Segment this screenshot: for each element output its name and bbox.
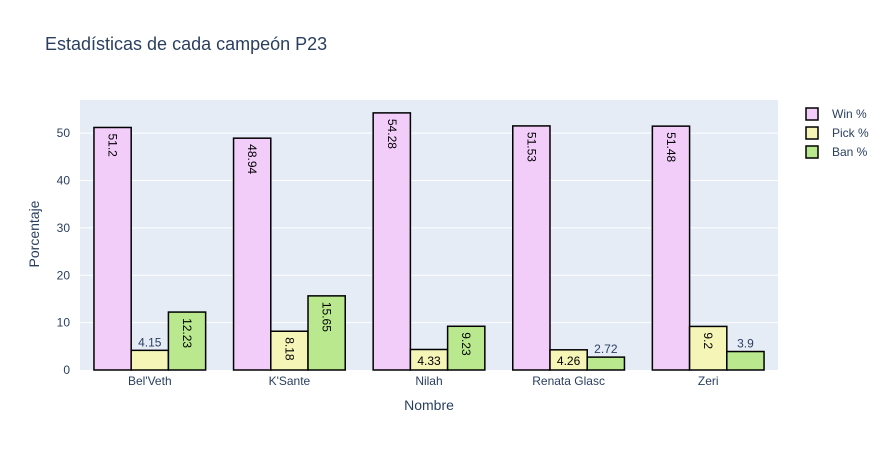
legend-swatch — [805, 145, 819, 159]
y-axis-title: Porcentaje — [26, 200, 42, 267]
bar[interactable] — [651, 125, 691, 371]
bar[interactable] — [93, 126, 132, 371]
legend[interactable]: Win % Pick % Ban % — [805, 107, 869, 159]
bar[interactable] — [307, 295, 346, 371]
x-tick-label: K'Sante — [269, 374, 311, 388]
legend-label: Ban % — [832, 145, 868, 159]
y-axis-ticks: 0 10 20 30 40 50 — [57, 126, 71, 377]
bar-data-label: 51.53 — [524, 132, 538, 162]
x-tick-label: Renata Glasc — [532, 374, 605, 388]
y-tick-label: 0 — [63, 363, 70, 377]
bar-data-label: 8.18 — [282, 337, 296, 361]
bar-data-label: 4.26 — [557, 354, 581, 368]
bar[interactable] — [446, 325, 486, 371]
bar-data-label: 4.33 — [417, 354, 441, 368]
legend-label: Pick % — [832, 126, 869, 140]
y-tick-label: 40 — [57, 174, 71, 188]
bar-data-label: 9.23 — [459, 332, 473, 356]
bar[interactable] — [586, 356, 626, 371]
bar-data-label: 3.9 — [737, 337, 754, 351]
bar[interactable] — [726, 350, 765, 371]
legend-swatch — [805, 107, 819, 121]
y-tick-label: 30 — [57, 221, 71, 235]
bar[interactable] — [232, 137, 272, 371]
x-axis-title: Nombre — [404, 397, 454, 413]
legend-item[interactable]: Win % — [805, 107, 867, 121]
bar[interactable] — [512, 125, 551, 371]
bar-data-label: 9.2 — [701, 332, 715, 349]
bar-data-label: 51.48 — [664, 132, 678, 162]
bar-data-label: 12.23 — [180, 318, 194, 348]
x-axis-ticks: Bel'Veth K'Sante Nilah Renata Glasc Zeri — [128, 374, 719, 388]
bar[interactable] — [270, 330, 309, 371]
bar[interactable] — [167, 311, 207, 371]
bar-data-label: 48.94 — [245, 144, 259, 174]
bar-data-label: 51.2 — [106, 133, 120, 157]
bar-data-label: 4.15 — [138, 335, 162, 349]
bar[interactable] — [688, 325, 728, 371]
legend-item[interactable]: Pick % — [805, 126, 869, 140]
legend-swatch — [805, 126, 819, 140]
legend-item[interactable]: Ban % — [805, 145, 868, 159]
x-tick-label: Nilah — [415, 374, 442, 388]
x-tick-label: Bel'Veth — [128, 374, 172, 388]
bar[interactable] — [372, 112, 412, 371]
bar-data-label: 15.65 — [320, 302, 334, 332]
chart-title: Estadísticas de cada campeón P23 — [45, 34, 327, 54]
y-tick-label: 20 — [57, 268, 71, 282]
y-tick-label: 50 — [57, 126, 71, 140]
bar-data-label: 2.72 — [594, 342, 618, 356]
bars: 51.24.15 12.2348.948.1815.6554.284.339.23… — [93, 112, 765, 371]
bar-data-label: 54.28 — [385, 119, 399, 149]
legend-label: Win % — [832, 107, 867, 121]
y-tick-label: 10 — [57, 316, 71, 330]
bar[interactable] — [130, 349, 170, 371]
x-tick-label: Zeri — [698, 374, 719, 388]
